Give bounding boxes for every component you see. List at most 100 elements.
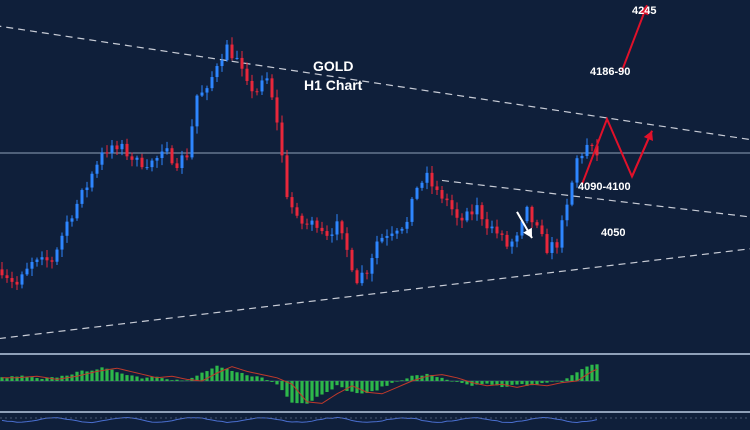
oscillator-bar (405, 378, 409, 381)
oscillator-bar (125, 375, 129, 381)
candle-body (310, 220, 314, 225)
candle-body (295, 207, 299, 216)
oscillator-bar (580, 369, 584, 381)
oscillator-bar (20, 375, 24, 381)
oscillator-bar (255, 376, 259, 381)
candle-body (25, 268, 29, 275)
oscillator-bar (315, 381, 319, 397)
candle-body (340, 221, 344, 234)
candle-body (475, 205, 479, 215)
oscillator-bar (120, 373, 124, 381)
oscillator-bar (240, 372, 244, 381)
candle-body (150, 160, 154, 168)
candle-body (455, 209, 459, 218)
oscillator-bar (110, 369, 114, 381)
oscillator-bar (290, 381, 294, 403)
oscillator-bar (310, 381, 314, 401)
oscillator-bar (390, 381, 394, 383)
candle-body (125, 143, 129, 157)
oscillator-signal-line (2, 366, 598, 404)
candle-body (430, 172, 434, 187)
candle-body (140, 157, 144, 168)
oscillator-bar (200, 372, 204, 381)
chart-subtitle: H1 Chart (304, 77, 363, 93)
candle-body (270, 78, 274, 98)
candle-body (10, 278, 14, 282)
candle-body (90, 173, 94, 188)
candle-body (15, 281, 19, 285)
candle-body (20, 274, 24, 285)
candle-body (425, 172, 429, 183)
candle-body (225, 44, 229, 61)
candle-body (585, 144, 589, 156)
candle-body (345, 233, 349, 250)
candle-body (65, 221, 69, 236)
candle-body (435, 186, 439, 190)
candle-body (245, 68, 249, 81)
candle-body (170, 148, 174, 164)
oscillator-bar (545, 381, 549, 383)
oscillator-bar (375, 381, 379, 391)
oscillator-bar (180, 380, 184, 382)
candle-body (75, 203, 79, 219)
oscillator-bar (280, 381, 284, 391)
candle-body (190, 126, 194, 158)
candle-body (40, 257, 44, 260)
oscillator-bar (95, 369, 99, 381)
candle-body (55, 249, 59, 262)
oscillator-bar (380, 381, 384, 387)
candle-body (350, 249, 354, 271)
oscillator-bar (155, 376, 159, 381)
candle-body (285, 155, 289, 198)
candle-body (370, 258, 374, 274)
candle-body (175, 163, 179, 169)
oscillator-bar (540, 381, 544, 384)
oscillator-bar (250, 376, 254, 381)
candle-body (70, 218, 74, 222)
candle-body (35, 259, 39, 262)
oscillator-bar (35, 378, 39, 381)
candle-body (465, 211, 469, 221)
candle-body (595, 145, 599, 156)
oscillator-bar (485, 381, 489, 384)
projection-zigzag (581, 116, 653, 185)
oscillator-bar (595, 364, 599, 381)
candle-body (335, 221, 339, 235)
candle-body (535, 222, 539, 226)
candle-body (80, 190, 84, 204)
candle-body (275, 97, 279, 123)
oscillator-bar (445, 379, 449, 381)
oscillator-bar (115, 372, 119, 381)
candle-body (130, 156, 134, 160)
candle-body (330, 234, 334, 236)
candle-body (420, 182, 424, 188)
target-arrow-up-head (639, 5, 649, 16)
oscillator-bar (475, 381, 479, 385)
oscillator-bar (470, 381, 474, 386)
oscillator-bar (525, 381, 529, 386)
oscillator-bar (330, 381, 334, 390)
target-arrow-up (621, 4, 648, 71)
annotation-label: 4245 (632, 5, 656, 17)
candle-body (300, 215, 304, 224)
oscillator-bar (105, 368, 109, 381)
candle-body (525, 206, 529, 222)
oscillator-bar (490, 381, 494, 385)
oscillator-bar (210, 368, 214, 381)
oscillator-bar (165, 379, 169, 381)
candle-body (500, 233, 504, 235)
oscillator-bar (430, 375, 434, 381)
oscillator-bar (465, 381, 469, 385)
candle-body (405, 221, 409, 229)
candle-body (240, 57, 244, 69)
candle-body (380, 237, 384, 242)
oscillator-bar (480, 381, 484, 385)
oscillator-bar (65, 375, 69, 381)
candle-body (540, 225, 544, 235)
candle-body (165, 148, 169, 152)
oscillator-bar (440, 377, 444, 381)
candle-body (200, 92, 204, 96)
candle-body (375, 241, 379, 259)
candle-body (325, 231, 329, 236)
